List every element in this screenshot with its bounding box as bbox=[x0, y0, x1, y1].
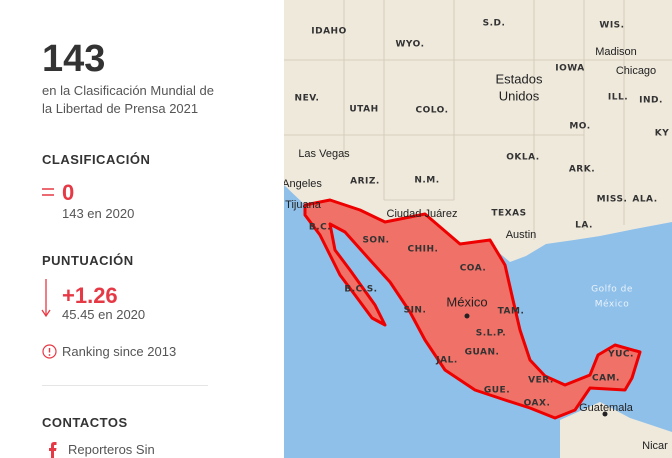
heading: CLASIFICACIÓN bbox=[42, 152, 151, 167]
map-label: SON. bbox=[362, 236, 389, 246]
ranking-change: 0 bbox=[62, 180, 75, 205]
map-label: Estados bbox=[496, 71, 543, 86]
map-label: IDAHO bbox=[311, 27, 346, 37]
map-label: Chicago bbox=[616, 65, 656, 77]
map-label: Golfo de bbox=[591, 285, 633, 295]
map-label: JAL. bbox=[435, 356, 457, 366]
map-label: LA. bbox=[575, 221, 593, 231]
map-label: GUE. bbox=[484, 386, 510, 396]
equal-icon bbox=[42, 188, 54, 196]
map-label: COLO. bbox=[415, 106, 448, 116]
facebook-icon[interactable] bbox=[46, 440, 58, 458]
map-label: Angeles bbox=[284, 178, 322, 190]
score-previous: 45.45 en 2020 bbox=[62, 307, 146, 322]
map-label: ILL. bbox=[608, 93, 628, 103]
map-label: Madison bbox=[595, 46, 637, 58]
map-label: CAM. bbox=[592, 374, 620, 384]
capital-dot bbox=[464, 313, 470, 319]
map-label: OKLA. bbox=[506, 153, 539, 163]
map-label: WYO. bbox=[396, 40, 425, 50]
map-label: VER. bbox=[528, 376, 554, 386]
map-label: Ciudad Juárez bbox=[387, 208, 458, 220]
map-label: SIN. bbox=[404, 306, 427, 316]
map-label: OAX. bbox=[524, 399, 551, 409]
city-dot bbox=[602, 411, 608, 417]
map-label: ALA. bbox=[632, 195, 657, 205]
heading: CONTACTOS bbox=[42, 415, 128, 430]
heading: PUNTUACIÓN bbox=[42, 253, 134, 268]
map-label: COA. bbox=[460, 264, 487, 274]
map-label: ARIZ. bbox=[350, 177, 380, 187]
map-label: YUC. bbox=[607, 350, 634, 360]
rank-caption: en la Clasificación Mundial de la Libert… bbox=[42, 83, 214, 116]
country-highlight[interactable] bbox=[303, 198, 642, 420]
map-label: México bbox=[595, 299, 629, 310]
map-label: IND. bbox=[639, 96, 663, 106]
map-label: WIS. bbox=[599, 21, 624, 31]
arrow-icon bbox=[41, 279, 51, 318]
divider bbox=[42, 385, 208, 386]
map-label: Las Vegas bbox=[298, 148, 350, 160]
map-label: NEV. bbox=[295, 94, 320, 104]
map-label: México bbox=[446, 294, 487, 309]
map-label: B.C. bbox=[309, 223, 331, 233]
since-note: Ranking since 2013 bbox=[62, 344, 177, 359]
map: IDAHO WYO. S.D. WIS. Madison IOWA Chicago Estad… bbox=[284, 0, 672, 458]
map-label: CHIH. bbox=[408, 245, 439, 255]
map-label: Austin bbox=[506, 229, 537, 241]
map-label: MISS. bbox=[597, 195, 628, 205]
map-label: S.D. bbox=[483, 19, 506, 29]
map-label: Guatemala bbox=[579, 402, 634, 414]
map-label: Unidos bbox=[499, 88, 540, 103]
map-label: Nicar bbox=[642, 440, 668, 452]
land bbox=[284, 0, 672, 262]
score-change: +1.26 bbox=[62, 283, 118, 308]
map-label: N.M. bbox=[414, 176, 439, 186]
ranking-previous: 143 en 2020 bbox=[62, 206, 135, 221]
map-label: S.L.P. bbox=[476, 329, 506, 339]
map-label: KY bbox=[655, 129, 670, 139]
map-label: UTAH bbox=[349, 105, 378, 115]
map-label: TEXAS bbox=[491, 209, 526, 219]
map-label: B.C.S. bbox=[344, 285, 377, 295]
land bbox=[560, 402, 672, 458]
map-label: GUAN. bbox=[465, 348, 500, 358]
map-label: IOWA bbox=[555, 64, 585, 74]
rank: 143 bbox=[42, 38, 106, 80]
info-icon bbox=[42, 344, 57, 359]
state-borders bbox=[284, 0, 672, 240]
map-label: ARK. bbox=[569, 165, 595, 175]
map-label: TAM. bbox=[498, 307, 525, 317]
map-label: Tijuana bbox=[285, 199, 322, 211]
side-panel: 143 en la Clasificación Mundial de la Li… bbox=[0, 0, 284, 458]
contact-link[interactable]: Reporteros Sin bbox=[68, 442, 155, 457]
map-label: MO. bbox=[569, 122, 590, 132]
